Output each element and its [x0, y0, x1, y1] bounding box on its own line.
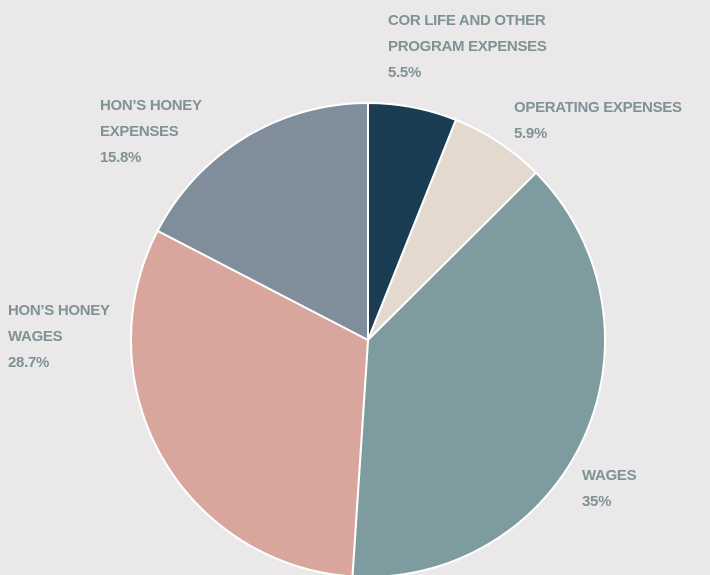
- pie-slice: [156, 101, 369, 342]
- slice-label: HON’S HONEY EXPENSES 15.8%: [100, 93, 230, 171]
- pie-slice: [130, 229, 370, 575]
- slice-value: 35%: [582, 493, 612, 510]
- slice-value: 15.8%: [100, 149, 142, 166]
- slice-label: WAGES 35%: [582, 463, 702, 515]
- pie-slice: [351, 171, 606, 575]
- slice-name: WAGES: [582, 467, 637, 484]
- slice-name: COR LIFE AND OTHER PROGRAM EXPENSES: [388, 12, 547, 55]
- slice-value: 5.9%: [514, 125, 547, 142]
- slice-value: 5.5%: [388, 64, 421, 81]
- slice-label: COR LIFE AND OTHER PROGRAM EXPENSES 5.5%: [388, 8, 588, 86]
- slice-name: OPERATING EXPENSES: [514, 99, 682, 116]
- slice-label: OPERATING EXPENSES 5.9%: [514, 95, 710, 147]
- slice-label: HON’S HONEY WAGES 28.7%: [8, 298, 128, 376]
- slice-name: HON’S HONEY WAGES: [8, 302, 110, 345]
- slice-name: HON’S HONEY EXPENSES: [100, 97, 202, 140]
- slice-value: 28.7%: [8, 354, 50, 371]
